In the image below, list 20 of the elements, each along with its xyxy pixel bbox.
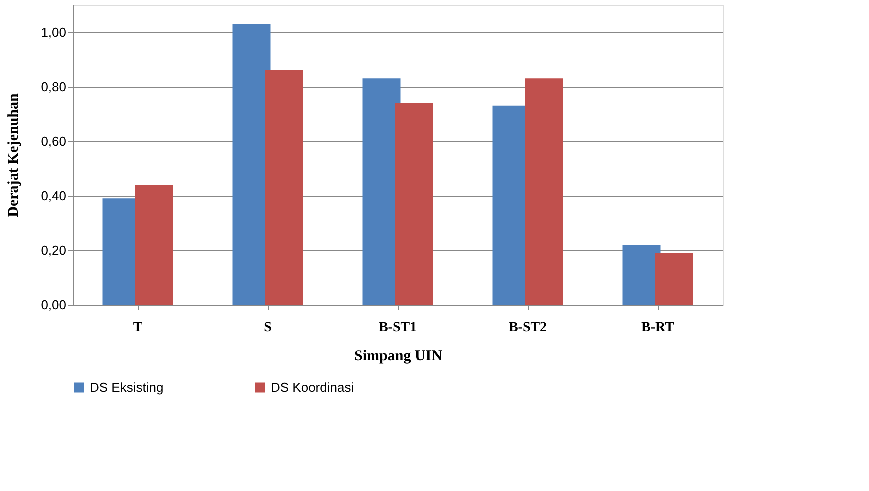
x-tick-label: B-ST1 <box>378 320 418 336</box>
x-tick-label: B-RT <box>642 320 676 336</box>
y-tick-label: 1,00 <box>41 24 66 40</box>
legend-label: DS Koordinasi <box>271 380 354 395</box>
x-tick-label: S <box>264 320 272 336</box>
legend-label: DS Eksisting <box>90 380 164 395</box>
bar <box>135 185 174 305</box>
y-axis-title: Derajat Kejenuhan <box>6 92 22 218</box>
y-tick-label: 0,00 <box>41 298 66 312</box>
x-tick-label: T <box>133 320 144 336</box>
x-tick-label: B-ST2 <box>508 320 548 336</box>
x-axis-title: Simpang UIN <box>354 348 443 364</box>
bar <box>395 103 434 305</box>
y-tick-label: 0,60 <box>41 134 66 149</box>
y-tick-label: 0,40 <box>41 188 66 204</box>
y-tick-label: 0,20 <box>41 242 66 258</box>
bar <box>265 70 304 305</box>
bar <box>525 78 564 305</box>
bar <box>655 253 694 305</box>
y-tick-label: 0,80 <box>41 79 66 94</box>
